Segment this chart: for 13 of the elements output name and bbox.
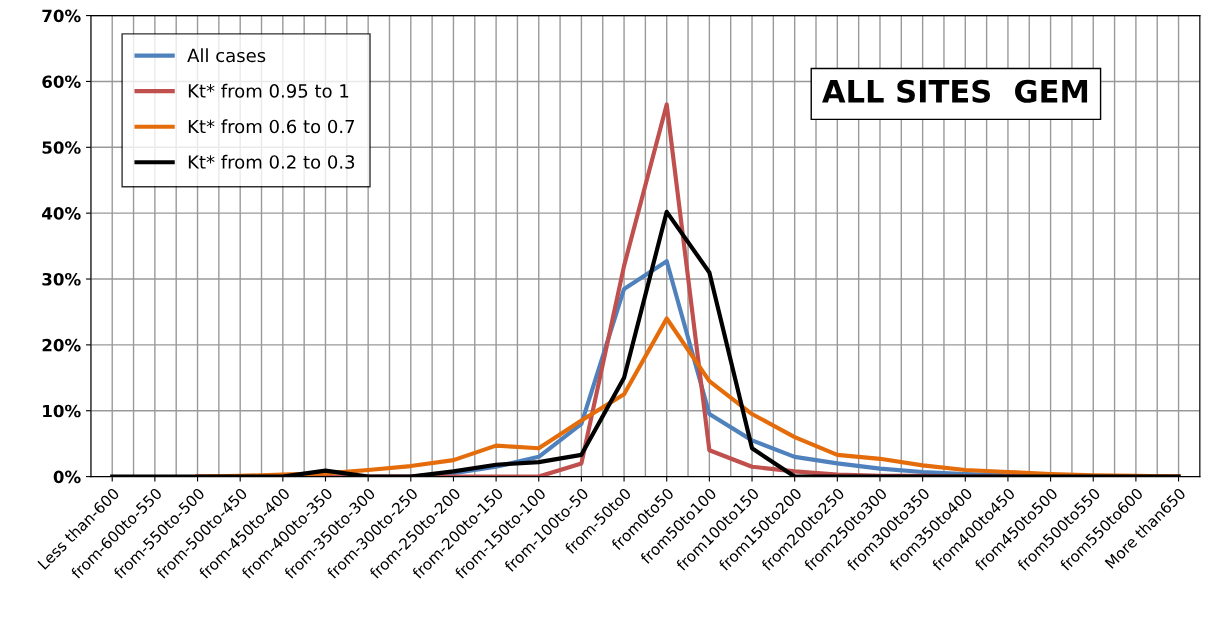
legend-label: Kt* from 0.95 to 1 (188, 83, 349, 98)
y-tick-label: 10% (43, 404, 81, 418)
y-tick-label: 50% (42, 141, 81, 154)
y-tick-label: 20% (42, 338, 81, 352)
text: ALL SITES GEM (822, 79, 1088, 103)
y-tick-label: 60% (42, 75, 81, 88)
legend-label: Kt* from 0.6 to 0.7 (188, 119, 355, 134)
legend-label: All cases (187, 48, 266, 63)
legend-label: Kt* from 0.2 to 0.3 (188, 154, 355, 169)
y-tick-label: 40% (42, 207, 81, 220)
y-tick-label: 70% (42, 9, 81, 23)
y-tick-label: 30% (42, 272, 81, 286)
y-tick-label: 0% (53, 470, 81, 484)
